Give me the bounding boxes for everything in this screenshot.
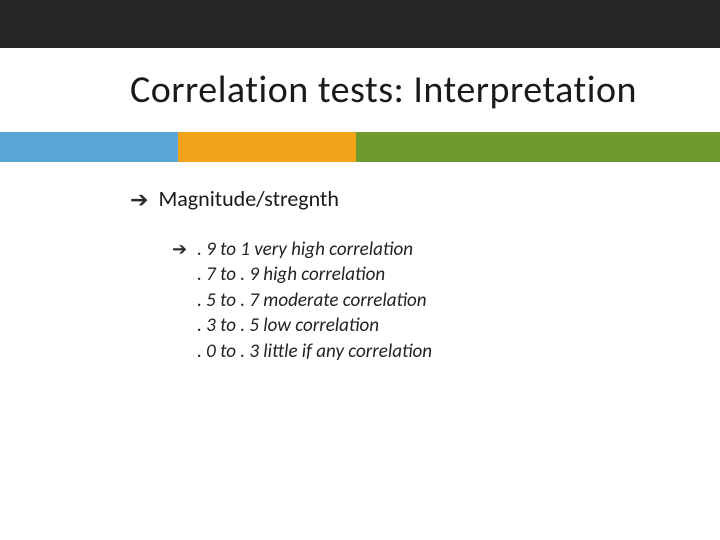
accent-color-bar: [0, 132, 720, 162]
list-item: . 9 to 1 very high correlation: [197, 237, 432, 263]
slide: Correlation tests: Interpretation ➔ Magn…: [0, 0, 720, 540]
accent-segment-3: [356, 132, 720, 162]
slide-title: Correlation tests: Interpretation: [130, 67, 637, 113]
bullet-level1-text: Magnitude/stregnth: [158, 185, 339, 213]
list-item: . 7 to . 9 high correlation: [197, 262, 432, 288]
bullet-level2-text: . 9 to 1 very high correlation. 7 to . 9…: [197, 237, 432, 365]
list-item: . 5 to . 7 moderate correlation: [197, 288, 432, 314]
bullet-level2: ➔ . 9 to 1 very high correlation. 7 to .…: [172, 237, 670, 365]
list-item: . 3 to . 5 low correlation: [197, 313, 432, 339]
arrow-icon: ➔: [172, 239, 187, 261]
bullet-level1: ➔ Magnitude/stregnth: [130, 185, 670, 213]
accent-segment-2: [178, 132, 356, 162]
top-band: [0, 0, 720, 48]
title-band: Correlation tests: Interpretation: [0, 48, 720, 132]
list-item: . 0 to . 3 little if any correlation: [197, 339, 432, 365]
accent-segment-1: [0, 132, 178, 162]
content-area: ➔ Magnitude/stregnth ➔ . 9 to 1 very hig…: [130, 185, 670, 389]
arrow-icon: ➔: [130, 187, 148, 213]
